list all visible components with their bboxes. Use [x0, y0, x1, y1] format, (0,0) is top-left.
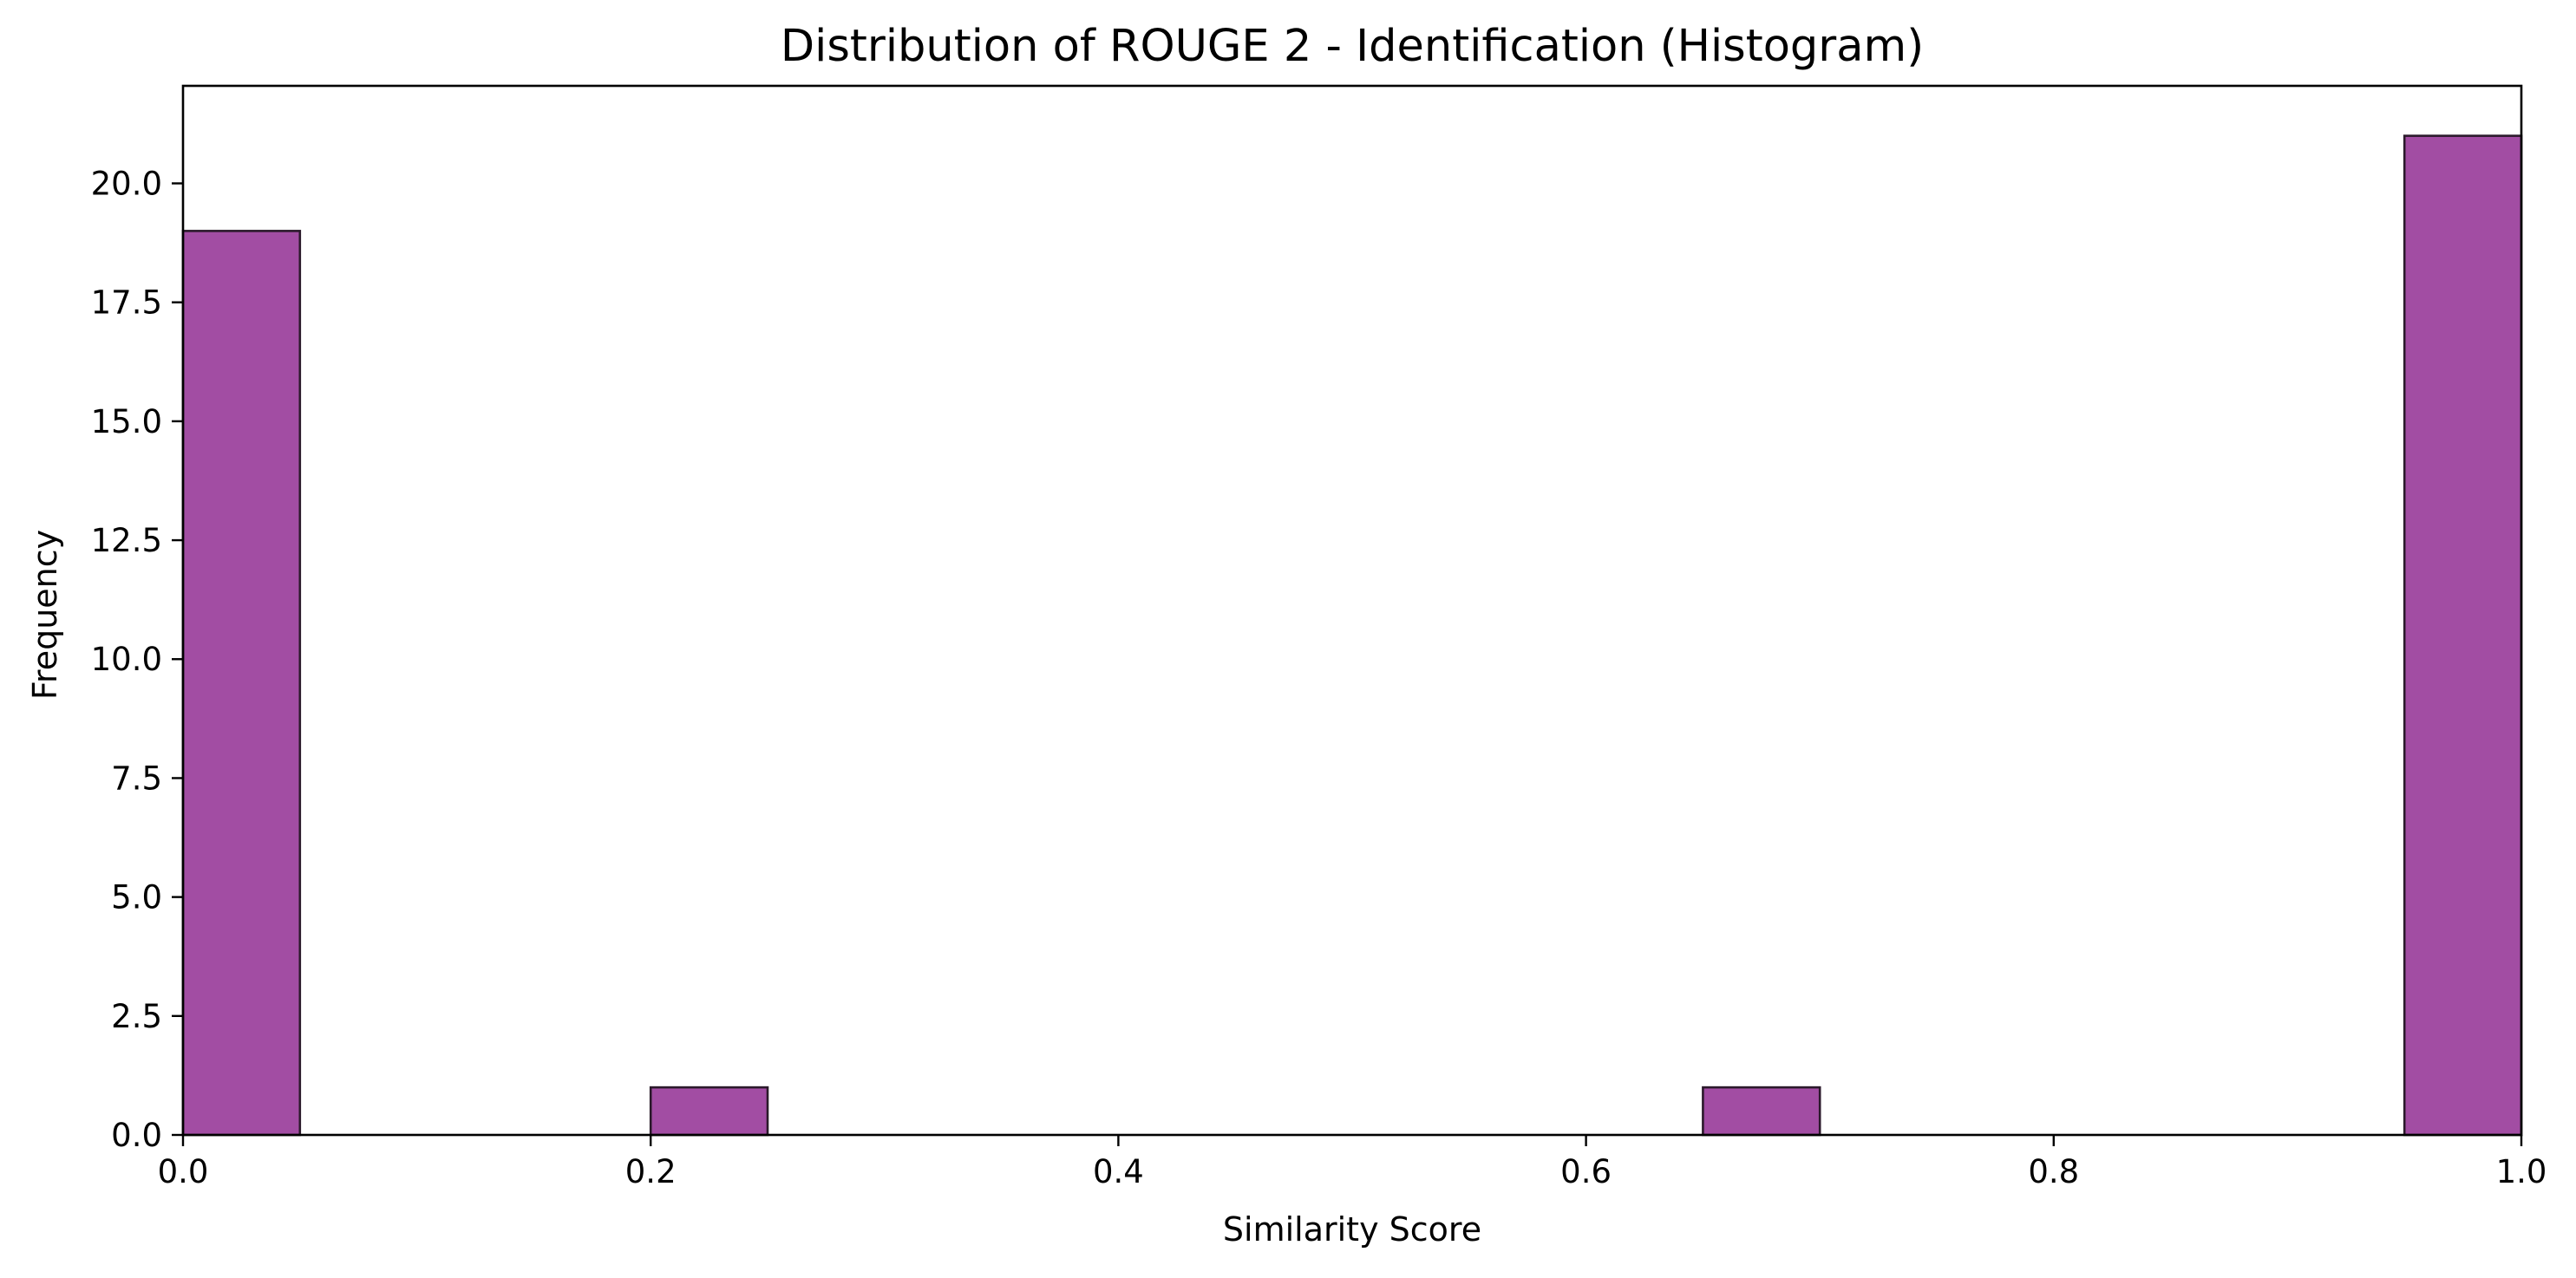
y-tick-label-3: 7.5 [111, 760, 162, 797]
y-tick-label-8: 20.0 [91, 165, 162, 202]
y-axis: 0.0 2.5 5.0 7.5 10.0 12.5 15.0 17.5 20.0 [91, 165, 183, 1154]
y-tick-label-7: 17.5 [91, 284, 162, 322]
y-axis-label: Frequency [26, 530, 64, 700]
x-tick-label-4: 0.8 [2028, 1153, 2079, 1190]
x-tick-label-3: 0.6 [1560, 1153, 1612, 1190]
chart-title: Distribution of ROUGE 2 - Identification… [781, 21, 1924, 72]
histogram-bar-2 [1702, 1086, 1821, 1137]
x-axis-label: Similarity Score [1223, 1210, 1481, 1249]
histogram-bar-1 [649, 1086, 769, 1137]
x-tick-label-2: 0.4 [1093, 1153, 1144, 1190]
bars-layer [181, 134, 2523, 1137]
y-tick-label-0: 0.0 [111, 1117, 162, 1154]
y-tick-label-2: 5.0 [111, 879, 162, 916]
x-axis: 0.0 0.2 0.4 0.6 0.8 1.0 [158, 1135, 2547, 1190]
y-tick-label-5: 12.5 [91, 522, 162, 559]
y-tick-label-1: 2.5 [111, 998, 162, 1035]
plot-area-frame [181, 84, 2523, 1137]
x-tick-label-1: 0.2 [625, 1153, 677, 1190]
histogram-bar-3 [2403, 134, 2523, 1137]
x-tick-label-0: 0.0 [158, 1153, 209, 1190]
histogram-bar-0 [181, 230, 302, 1137]
y-tick-label-6: 15.0 [91, 403, 162, 440]
x-tick-label-5: 1.0 [2496, 1153, 2547, 1190]
y-tick-label-4: 10.0 [91, 641, 162, 678]
